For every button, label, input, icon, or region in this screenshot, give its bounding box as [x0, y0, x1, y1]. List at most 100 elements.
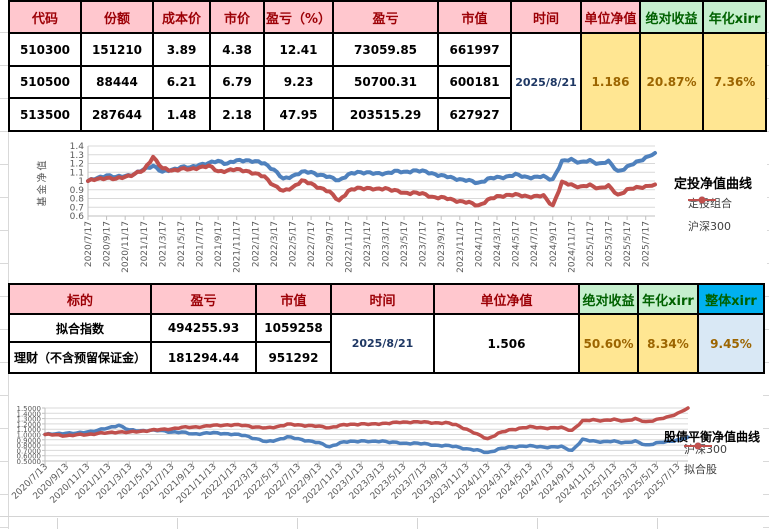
svg-text:1.1: 1.1 [70, 168, 84, 178]
column-header[interactable]: 盈亏 [332, 0, 440, 34]
column-header[interactable]: 盈亏 [150, 283, 257, 315]
table-cell[interactable]: 拟合指数 [8, 313, 152, 343]
merged-summary-cell[interactable]: 1.186 [580, 32, 642, 132]
table-cell[interactable]: 9.23 [262, 65, 335, 99]
svg-text:2024/5/17: 2024/5/17 [512, 221, 522, 267]
nav-curve-chart[interactable]: 1.4 1.3 1.2 1.1 1 0.9 0.8 0.7 0.6 2020/7/17 2020/9… [10, 133, 767, 280]
table-cell[interactable]: 181294.44 [150, 341, 257, 374]
table-cell[interactable]: 50700.31 [332, 65, 440, 99]
holdings-table[interactable]: 代码 份额 成本价 市价 盈亏（%） 盈亏 市值 时间 单位净值 绝对收益 年化xirr 510300… [8, 0, 768, 132]
table-cell[interactable]: 661997 [437, 32, 513, 67]
svg-text:0.6: 0.6 [70, 212, 85, 222]
gridline [657, 518, 658, 529]
svg-text:2021/7/17: 2021/7/17 [196, 221, 206, 267]
column-header[interactable]: 标的 [8, 283, 152, 315]
merged-summary-cell[interactable]: 1.506 [433, 313, 580, 374]
column-header[interactable]: 成本价 [152, 0, 211, 34]
column-header[interactable]: 年化xirr [702, 0, 768, 34]
table-cell[interactable]: 6.21 [152, 65, 211, 99]
svg-text:0.9000: 0.9000 [17, 437, 42, 445]
column-header[interactable]: 市价 [209, 0, 265, 34]
column-header[interactable]: 年化xirr [637, 283, 699, 315]
column-header[interactable]: 市值 [437, 0, 513, 34]
merged-summary-cell[interactable]: 2025/8/21 [510, 32, 583, 132]
table-cell[interactable]: 1059258 [255, 313, 332, 343]
svg-text:1.3000: 1.3000 [17, 416, 42, 424]
column-header[interactable]: 绝对收益 [639, 0, 705, 34]
svg-text:2025/1/17: 2025/1/17 [586, 221, 596, 267]
gridline [177, 518, 178, 529]
svg-text:1.1000: 1.1000 [17, 426, 42, 434]
table-cell[interactable]: 3.89 [152, 32, 211, 67]
merged-summary-cell[interactable]: 7.36% [702, 32, 768, 132]
table-cell[interactable]: 47.95 [262, 97, 335, 132]
chart1-title: 定投净值曲线 [673, 177, 752, 192]
svg-text:1.4: 1.4 [70, 142, 85, 152]
portfolio-summary-table[interactable]: 标的 盈亏 市值 时间 单位净值 绝对收益 年化xirr 整体xirr 拟合指数 494255.9… [8, 283, 765, 374]
table-cell[interactable]: 73059.85 [332, 32, 440, 67]
table-cell[interactable]: 12.41 [262, 32, 335, 67]
table-cell[interactable]: 88444 [80, 65, 154, 99]
svg-text:2024/3/17: 2024/3/17 [493, 221, 503, 267]
table-cell[interactable]: 4.38 [209, 32, 265, 67]
legend-label: 沪深300 [688, 220, 731, 233]
svg-text:2022/9/17: 2022/9/17 [326, 221, 336, 267]
table-cell[interactable]: 151210 [80, 32, 154, 67]
table-cell[interactable]: 600181 [437, 65, 513, 99]
svg-text:2024/9/17: 2024/9/17 [549, 221, 559, 267]
table-cell[interactable]: 494255.93 [150, 313, 257, 343]
table-cell[interactable]: 1.48 [152, 97, 211, 132]
table-cell[interactable]: 理财（不含预留保证金） [8, 341, 152, 374]
svg-text:2025/7/17: 2025/7/17 [642, 221, 652, 267]
sheet-gridlines-left [0, 0, 9, 529]
column-header[interactable]: 单位净值 [580, 0, 642, 34]
column-header[interactable]: 盈亏（%） [262, 0, 335, 34]
svg-text:2023/1/17: 2023/1/17 [363, 221, 373, 267]
table-cell[interactable]: 2.18 [209, 97, 265, 132]
merged-summary-cell[interactable]: 20.87% [639, 32, 705, 132]
table-cell[interactable]: 627927 [437, 97, 513, 132]
table-cell[interactable]: 287644 [80, 97, 154, 132]
merged-summary-cell[interactable]: 9.45% [697, 313, 765, 374]
chart2-title: 股债平衡净值曲线 [663, 430, 760, 444]
legend-item[interactable]: 沪深300 [688, 196, 732, 234]
gridline [57, 518, 58, 529]
merged-summary-cell[interactable]: 2025/8/21 [330, 313, 435, 374]
svg-text:1.2000: 1.2000 [17, 421, 42, 429]
svg-text:1.5000: 1.5000 [17, 405, 42, 413]
svg-text:2024/7/17: 2024/7/17 [530, 221, 540, 267]
chart1-legend: 定投组合 沪深300 [688, 195, 732, 234]
svg-text:1.2: 1.2 [70, 160, 84, 170]
merged-summary-cell[interactable]: 50.60% [578, 313, 639, 374]
column-header[interactable]: 代码 [8, 0, 82, 34]
table-cell[interactable]: 510500 [8, 65, 82, 99]
svg-text:2022/3/17: 2022/3/17 [270, 221, 280, 267]
table-cell[interactable]: 951292 [255, 341, 332, 374]
table-cell[interactable]: 203515.29 [332, 97, 440, 132]
svg-text:2023/11/17: 2023/11/17 [456, 221, 466, 273]
gridline [417, 518, 418, 529]
svg-text:2024/11/17: 2024/11/17 [567, 221, 577, 273]
svg-text:2022/5/17: 2022/5/17 [288, 221, 298, 267]
svg-text:0.9: 0.9 [70, 186, 85, 196]
table-cell[interactable]: 513500 [8, 97, 82, 132]
svg-text:2021/1/17: 2021/1/17 [140, 221, 150, 267]
svg-text:2020/11/17: 2020/11/17 [121, 221, 131, 273]
column-header[interactable]: 份额 [80, 0, 154, 34]
column-header[interactable]: 市值 [255, 283, 332, 315]
svg-text:2021/3/17: 2021/3/17 [158, 221, 168, 267]
merged-summary-cell[interactable]: 8.34% [637, 313, 699, 374]
stock-bond-balance-chart[interactable]: 1.5000 1.4000 1.3000 1.2000 1.1000 1.0000 0.90… [10, 385, 762, 513]
table-cell[interactable]: 510300 [8, 32, 82, 67]
column-header[interactable]: 单位净值 [433, 283, 580, 315]
svg-text:2022/11/17: 2022/11/17 [344, 221, 354, 273]
legend-item[interactable]: 拟合股 [684, 442, 727, 477]
column-header[interactable]: 整体xirr [697, 283, 765, 315]
column-header[interactable]: 时间 [510, 0, 583, 34]
table-cell[interactable]: 6.79 [209, 65, 265, 99]
column-header[interactable]: 时间 [330, 283, 435, 315]
column-header[interactable]: 绝对收益 [578, 283, 639, 315]
sheet-gridlines-bottom-row [0, 516, 769, 529]
svg-text:2023/5/17: 2023/5/17 [400, 221, 410, 267]
